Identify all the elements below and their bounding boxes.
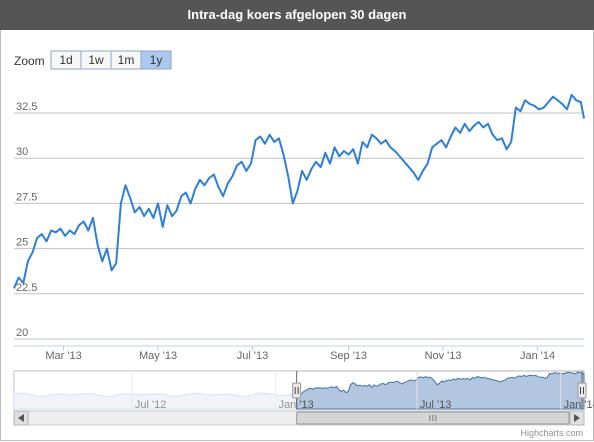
navigator-left-handle[interactable] bbox=[292, 371, 302, 409]
navigator-history-area bbox=[13, 392, 298, 410]
navigator-tick-label: Jul '12 bbox=[135, 399, 166, 411]
zoom-button-1y[interactable]: 1y bbox=[140, 50, 172, 70]
credits-link[interactable]: Highcharts.com bbox=[520, 428, 583, 438]
navigator-tick-label: Jan '14 bbox=[564, 399, 594, 411]
chart-title: Intra-dag koers afgelopen 30 dagen bbox=[187, 7, 407, 22]
zoom-button-label: 1d bbox=[59, 53, 72, 67]
zoom-button-label: 1y bbox=[150, 53, 163, 67]
x-tick-label: Sep '13 bbox=[330, 350, 367, 362]
zoom-button-1d[interactable]: 1d bbox=[50, 50, 82, 70]
y-tick-label: 30 bbox=[16, 146, 28, 158]
zoom-button-label: 1m bbox=[118, 53, 135, 67]
x-tick-label: Jan '14 bbox=[520, 350, 555, 362]
arrow-right-icon bbox=[574, 414, 580, 422]
navigator-tick-label: Jan '13 bbox=[279, 399, 314, 411]
arrow-left-icon bbox=[18, 414, 24, 422]
y-gridlines: 20 22.5 25 27.5 30 32.5 bbox=[14, 101, 584, 340]
zoom-button-1m[interactable]: 1m bbox=[110, 50, 142, 70]
y-tick-label: 22.5 bbox=[16, 282, 37, 294]
y-tick-label: 25 bbox=[16, 237, 28, 249]
navigator-tick-label: Jul '13 bbox=[420, 399, 451, 411]
zoom-controls: Zoom 1d 1w 1m 1y bbox=[14, 50, 172, 70]
x-tick-label: Nov '13 bbox=[425, 350, 462, 362]
x-tick-label: May '13 bbox=[139, 350, 177, 362]
y-tick-label: 20 bbox=[16, 327, 28, 339]
x-tick-label: Jul '13 bbox=[237, 350, 268, 362]
zoom-label: Zoom bbox=[14, 54, 45, 68]
zoom-button-label: 1w bbox=[88, 53, 104, 67]
y-tick-label: 27.5 bbox=[16, 191, 37, 203]
navigator-scrollbar[interactable] bbox=[13, 410, 585, 426]
x-tick-label: Mar '13 bbox=[45, 350, 81, 362]
price-series-line bbox=[13, 93, 585, 289]
navigator-series-area bbox=[296, 371, 585, 410]
zoom-button-1w[interactable]: 1w bbox=[80, 50, 112, 70]
navigator-mask bbox=[14, 371, 297, 409]
chart-header: Intra-dag koers afgelopen 30 dagen bbox=[0, 0, 594, 30]
price-series-points bbox=[14, 95, 584, 289]
navigator-right-handle[interactable] bbox=[577, 371, 587, 409]
navigator[interactable]: Jul '12 Jan '13 Jul '13 Jan '14 bbox=[13, 370, 594, 411]
x-axis-ticks: Mar '13 May '13 Jul '13 Sep '13 Nov '13 Jan '… bbox=[45, 346, 555, 362]
y-tick-label: 32.5 bbox=[16, 101, 37, 113]
